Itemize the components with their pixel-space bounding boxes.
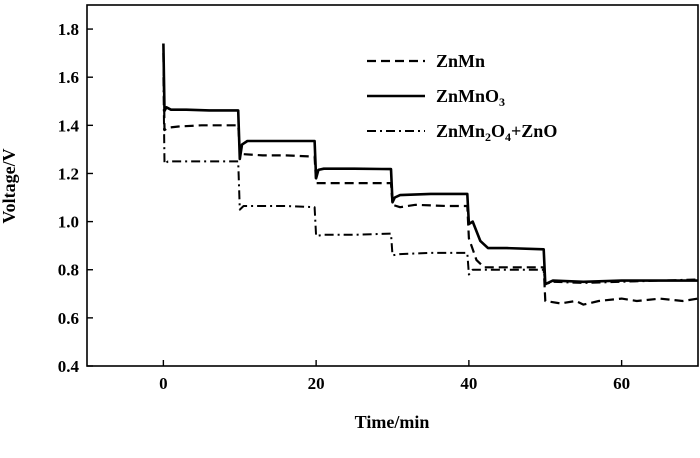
y-tick-label: 1.2 (58, 164, 79, 183)
legend: ZnMn ZnMnO3 ZnMn2O4+ZnO (367, 51, 557, 144)
x-tick-label: 20 (308, 374, 325, 393)
legend-label-0: ZnMn (436, 51, 485, 71)
y-tick-label: 0.6 (58, 309, 79, 328)
legend-label-1: ZnMnO3 (436, 86, 505, 109)
y-tick-label: 1.4 (58, 116, 80, 135)
y-tick-label: 1.8 (58, 20, 79, 39)
x-axis-ticks: 0 20 40 60 (159, 360, 630, 393)
x-tick-label: 60 (613, 374, 630, 393)
x-axis-label: Time/min (355, 412, 430, 432)
x-tick-label: 0 (159, 374, 168, 393)
x-tick-label: 40 (460, 374, 477, 393)
y-tick-label: 0.8 (58, 261, 79, 280)
legend-label-2: ZnMn2O4+ZnO (436, 121, 557, 144)
series-group (162, 43, 699, 306)
y-tick-label: 1.6 (58, 68, 79, 87)
series-line-2 (162, 77, 699, 286)
y-tick-label: 1.0 (58, 213, 79, 232)
y-axis-ticks: 0.4 0.6 0.8 1.0 1.2 1.4 1.6 1.8 (58, 20, 93, 376)
y-axis-label: Voltage/V (0, 148, 19, 223)
series-line-1 (162, 43, 698, 286)
y-tick-label: 0.4 (58, 357, 80, 376)
series-line-0 (162, 53, 699, 306)
plot-frame (86, 4, 699, 367)
